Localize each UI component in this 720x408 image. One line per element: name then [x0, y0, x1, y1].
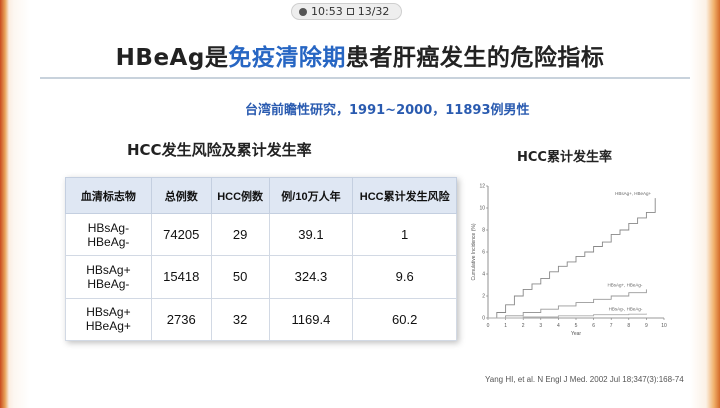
- hcc-cell: 32: [210, 297, 270, 342]
- y-tick-label: 0: [482, 316, 485, 322]
- x-tick-label: 0: [487, 323, 490, 329]
- y-tick-label: 12: [479, 184, 485, 190]
- table-row: HBsAg+ HBeAg- 15418 50 324.3 9.6: [65, 255, 457, 299]
- slide-title: HBeAg是免疫清除期患者肝癌发生的危险指标: [0, 38, 720, 72]
- x-tick-label: 7: [610, 323, 613, 329]
- series-label: HBsAg-, HBeAg-: [609, 307, 643, 312]
- series-line: [488, 198, 656, 319]
- title-highlight: 免疫清除期: [228, 45, 346, 71]
- clock-icon: [299, 7, 307, 16]
- x-tick-label: 2: [522, 323, 525, 329]
- header-rate: 例/10万人年: [268, 177, 354, 214]
- x-tick-label: 10: [661, 323, 667, 329]
- x-tick-label: 3: [539, 323, 542, 329]
- series-label: HBsAg+, HBeAg+: [615, 191, 651, 196]
- y-tick-label: 6: [482, 250, 485, 256]
- status-time: 10:53: [311, 5, 343, 18]
- status-pill: 10:53 13/32: [291, 3, 402, 20]
- header-hcc: HCC例数: [210, 177, 270, 214]
- table-header-row: 血清标志物 总例数 HCC例数 例/10万人年 HCC累计发生风险: [65, 177, 457, 214]
- x-tick-label: 5: [575, 323, 578, 329]
- reference-citation: Yang HI, et al. N Engl J Med. 2002 Jul 1…: [485, 375, 684, 384]
- header-marker: 血清标志物: [65, 177, 152, 214]
- series-line: [488, 289, 647, 319]
- table-title: HCC发生风险及累计发生率: [127, 141, 312, 159]
- series-label: HBsAg+, HBeAg-: [608, 282, 643, 287]
- rate-cell: 1169.4: [268, 297, 354, 342]
- risk-cell: 60.2: [352, 297, 457, 342]
- title-part1: HBeAg是: [115, 45, 229, 71]
- study-subtitle: 台湾前瞻性研究，1991~2000，11893例男性: [245, 103, 530, 118]
- table-row: HBsAg+ HBeAg+ 2736 32 1169.4 60.2: [65, 297, 457, 342]
- header-risk: HCC累计发生风险: [352, 177, 457, 214]
- x-tick-label: 4: [557, 323, 560, 329]
- x-tick-label: 9: [645, 323, 648, 329]
- header-total: 总例数: [150, 177, 212, 214]
- table-row: HBsAg- HBeAg- 74205 29 39.1 1: [65, 212, 457, 257]
- page-icon: [346, 8, 354, 15]
- y-tick-label: 2: [482, 294, 485, 300]
- title-part2: 患者肝癌发生的危险指标: [345, 45, 605, 71]
- total-cell: 15418: [150, 255, 212, 299]
- series-line: [488, 313, 647, 319]
- marker-cell: HBsAg+ HBeAg-: [65, 255, 152, 299]
- x-tick-label: 6: [592, 323, 595, 329]
- rate-cell: 39.1: [268, 212, 354, 257]
- y-axis-label: Cumulative Incidence (%): [471, 223, 477, 280]
- hcc-cell: 29: [210, 212, 270, 257]
- rate-cell: 324.3: [268, 255, 354, 299]
- risk-cell: 9.6: [352, 255, 457, 299]
- y-tick-label: 8: [482, 228, 485, 234]
- chart-title: HCC累计发生率: [517, 150, 612, 165]
- x-axis-label: Year: [571, 331, 581, 337]
- y-tick-label: 10: [479, 206, 485, 212]
- total-cell: 74205: [150, 212, 212, 257]
- total-cell: 2736: [150, 297, 212, 342]
- hcc-risk-table: 血清标志物 总例数 HCC例数 例/10万人年 HCC累计发生风险 HBsAg-…: [65, 177, 457, 342]
- marker-cell: HBsAg- HBeAg-: [65, 212, 152, 257]
- hcc-cell: 50: [210, 255, 270, 299]
- x-tick-label: 8: [627, 323, 630, 329]
- y-tick-label: 4: [482, 272, 485, 278]
- title-divider: [40, 77, 690, 79]
- risk-cell: 1: [352, 212, 457, 257]
- status-page: 13/32: [357, 5, 390, 18]
- x-tick-label: 1: [504, 323, 507, 329]
- marker-cell: HBsAg+ HBeAg+: [65, 297, 152, 342]
